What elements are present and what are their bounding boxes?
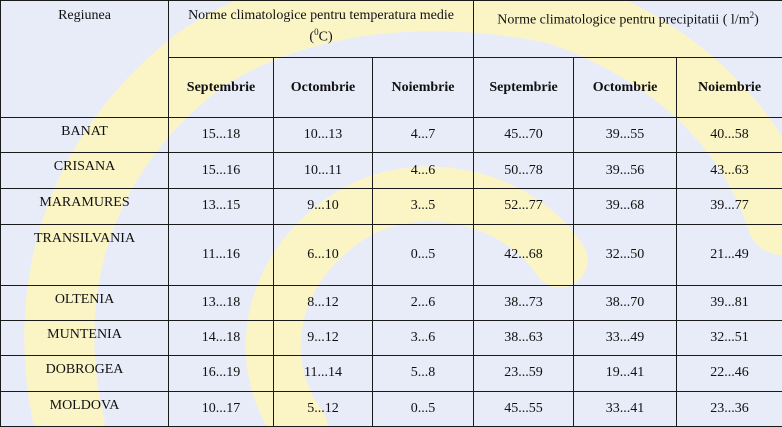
table-cell: 2...6 [371, 284, 475, 321]
temperature-unit-degree: 0 [314, 27, 319, 37]
table-cell: 23...36 [676, 390, 782, 427]
region-name: MUNTENIA [0, 319, 169, 356]
header-row-months: Septembrie Octombrie Noiembrie Septembri… [1, 57, 782, 119]
precipitation-close-paren: ) [754, 12, 759, 28]
table-cell: 15...16 [168, 152, 274, 190]
table-cell: 39...55 [573, 117, 678, 154]
table-cell: 39...81 [676, 284, 782, 321]
table-row: DOBROGEA 16...19 11...14 5...8 23...59 1… [0, 354, 782, 392]
precipitation-unit-exponent: 2 [749, 10, 755, 20]
table-cell: 4...6 [371, 152, 475, 190]
table-cell: 22...46 [676, 354, 782, 392]
table-cell: 32...51 [676, 319, 782, 356]
table-cell: 5...8 [371, 354, 475, 392]
month-header-temp-nov: Noiembrie [371, 57, 475, 119]
table-cell: 6...10 [273, 223, 373, 286]
table-cell: 10...13 [273, 117, 373, 154]
region-column-header: Regiunea [0, 0, 169, 119]
month-header-temp-oct: Octombrie [273, 57, 373, 119]
table-cell: 0...5 [371, 390, 475, 427]
region-name: TRANSILVANIA [0, 223, 169, 286]
table-cell: 3...5 [371, 188, 475, 225]
month-header-prec-oct: Octombrie [573, 57, 678, 119]
table-cell: 9...10 [273, 188, 373, 225]
table-cell: 33...41 [573, 390, 678, 427]
table-cell: 10...17 [168, 390, 274, 427]
table-cell: 45...70 [473, 117, 575, 154]
table-row: OLTENIA 13...18 8...12 2...6 38...73 38.… [0, 284, 782, 321]
table-cell: 39...68 [573, 188, 678, 225]
table-cell: 50...78 [473, 152, 575, 190]
table-cell: 42...68 [473, 223, 575, 286]
table-cell: 5...12 [273, 390, 373, 427]
precipitation-group-header: Norme climatologice pentru precipitatii … [473, 0, 782, 59]
table-cell: 0...5 [371, 223, 475, 286]
precipitation-group-label: Norme climatologice pentru precipitatii … [497, 12, 750, 28]
table-cell: 33...49 [573, 319, 678, 356]
header-row-groups: Regiunea Norme climatologice pentru temp… [0, 0, 782, 119]
table-cell: 39...56 [573, 152, 678, 190]
temperature-unit: C [318, 29, 328, 45]
region-name: MARAMURES [0, 188, 169, 225]
table-cell: 3...6 [371, 319, 475, 356]
table-cell: 45...55 [473, 390, 575, 427]
table-cell: 14...18 [168, 319, 274, 356]
region-name: OLTENIA [0, 284, 169, 321]
month-header-prec-sep: Septembrie [473, 57, 575, 119]
temperature-group-header: Norme climatologice pentru temperatura m… [167, 0, 475, 59]
table-cell: 11...16 [168, 223, 274, 286]
table-cell: 13...18 [168, 284, 274, 321]
temperature-group-label: Norme climatologice pentru temperatura m… [188, 8, 454, 23]
region-name: DOBROGEA [0, 354, 169, 392]
table-cell: 4...7 [371, 117, 475, 154]
table-row: CRISANA 15...16 10...11 4...6 50...78 39… [0, 152, 782, 190]
table-row: MOLDOVA 10...17 5...12 0...5 45...55 33.… [0, 390, 782, 427]
table-row: TRANSILVANIA 11...16 6...10 0...5 42...6… [0, 223, 782, 286]
table-row: BANAT 15...18 10...13 4...7 45...70 39..… [0, 117, 782, 154]
table-cell: 40...58 [676, 117, 782, 154]
table-cell: 52...77 [473, 188, 575, 225]
table-cell: 38...63 [473, 319, 575, 356]
table-cell: 43...63 [676, 152, 782, 190]
table-cell: 15...18 [168, 117, 274, 154]
region-name: CRISANA [0, 152, 169, 190]
table-cell: 23...59 [473, 354, 575, 392]
region-name: MOLDOVA [0, 390, 169, 427]
table-cell: 8...12 [273, 284, 373, 321]
month-header-temp-sep: Septembrie [168, 57, 274, 119]
table-cell: 38...70 [573, 284, 678, 321]
table-cell: 38...73 [473, 284, 575, 321]
region-name: BANAT [0, 117, 169, 154]
table-cell: 13...15 [168, 188, 274, 225]
table-cell: 16...19 [168, 354, 274, 392]
table-cell: 19...41 [573, 354, 678, 392]
table-cell: 9...12 [273, 319, 373, 356]
table-cell: 10...11 [273, 152, 373, 190]
table-row: MARAMURES 13...15 9...10 3...5 52...77 3… [0, 188, 782, 225]
month-header-prec-nov: Noiembrie [676, 57, 782, 119]
table-cell: 11...14 [273, 354, 373, 392]
table-cell: 32...50 [573, 223, 678, 286]
table-cell: 21...49 [676, 223, 782, 286]
table-row: MUNTENIA 14...18 9...12 3...6 38...63 33… [0, 319, 782, 356]
table-cell: 39...77 [676, 188, 782, 225]
